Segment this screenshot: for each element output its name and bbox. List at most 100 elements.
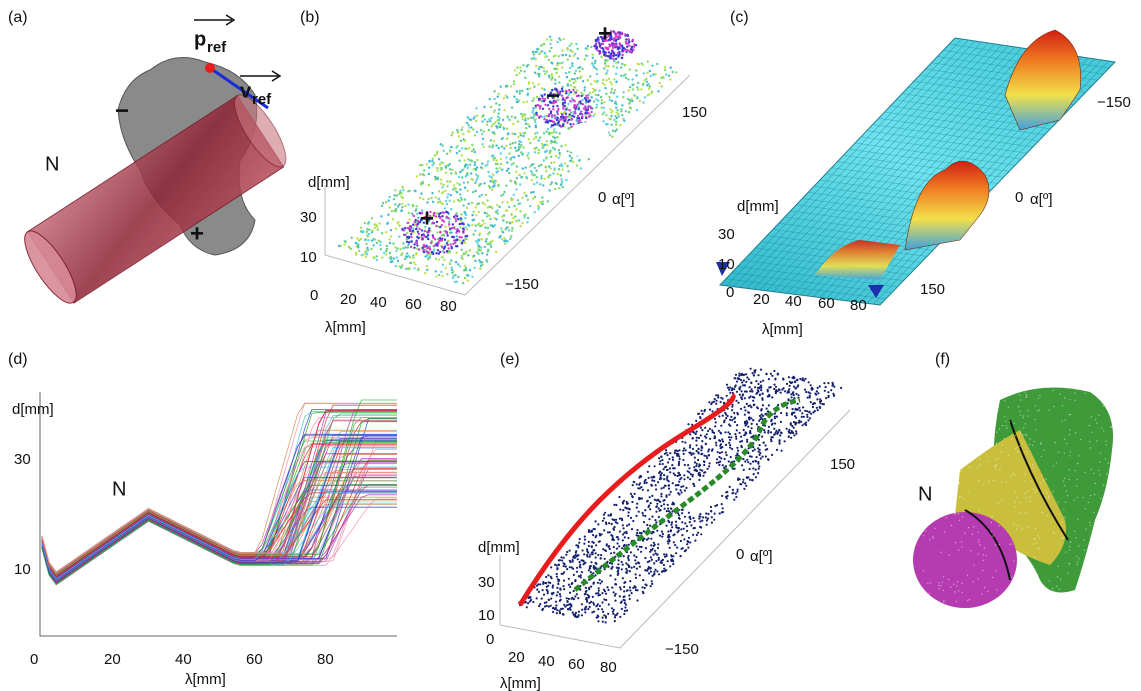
point	[1033, 467, 1034, 468]
point	[568, 598, 570, 600]
point	[420, 192, 422, 194]
point	[559, 132, 561, 134]
point	[516, 165, 518, 167]
point	[693, 432, 695, 434]
point	[1041, 456, 1042, 457]
point	[804, 423, 806, 425]
point-cloud	[338, 30, 678, 284]
point	[578, 614, 580, 616]
point	[636, 532, 638, 534]
point	[761, 413, 763, 415]
point	[804, 378, 806, 380]
point	[492, 185, 494, 187]
point	[969, 599, 970, 600]
point	[696, 463, 698, 465]
point	[987, 591, 988, 592]
point	[679, 555, 681, 557]
point	[422, 198, 424, 200]
point	[700, 434, 702, 436]
point	[597, 592, 599, 594]
point	[689, 541, 691, 543]
point	[605, 615, 607, 617]
point	[702, 516, 704, 518]
point	[787, 390, 789, 392]
point	[374, 227, 376, 229]
point	[623, 545, 625, 547]
point	[759, 394, 761, 396]
point	[638, 63, 640, 65]
point	[1005, 421, 1006, 422]
point	[513, 80, 515, 82]
point	[698, 437, 700, 439]
point	[544, 602, 546, 604]
point	[457, 199, 459, 201]
point	[506, 161, 508, 163]
point	[684, 550, 686, 552]
point	[786, 428, 788, 430]
point	[938, 582, 939, 583]
point	[618, 559, 620, 561]
point	[574, 86, 576, 88]
point	[592, 596, 594, 598]
point	[568, 578, 570, 580]
point	[618, 31, 620, 33]
point	[555, 155, 557, 157]
point	[1089, 522, 1090, 523]
point	[538, 149, 540, 151]
point	[746, 376, 748, 378]
point	[562, 116, 564, 118]
point	[610, 115, 612, 117]
point	[502, 137, 504, 139]
point	[386, 245, 388, 247]
point	[413, 247, 415, 249]
point	[721, 438, 723, 440]
point	[480, 246, 482, 248]
point	[709, 438, 711, 440]
tick-label: 20	[340, 291, 357, 308]
point	[579, 100, 581, 102]
point	[982, 570, 983, 571]
point	[553, 169, 555, 171]
point	[491, 224, 493, 226]
point	[566, 551, 568, 553]
point	[802, 406, 804, 408]
point	[982, 484, 983, 485]
point	[668, 488, 670, 490]
point	[412, 228, 414, 230]
point	[543, 178, 545, 180]
point	[715, 403, 717, 405]
point	[536, 104, 538, 106]
point	[670, 554, 672, 556]
point	[774, 378, 776, 380]
point	[651, 65, 653, 67]
point	[622, 91, 624, 93]
point	[654, 519, 656, 521]
point	[569, 55, 571, 57]
point	[627, 557, 629, 559]
point	[475, 206, 477, 208]
point	[669, 467, 671, 469]
axis-title: λ[mm]	[325, 319, 366, 336]
point	[535, 118, 537, 120]
point	[498, 147, 500, 149]
point	[552, 611, 554, 613]
point	[978, 539, 979, 540]
p-ref-point	[205, 63, 215, 73]
point	[751, 390, 753, 392]
point	[1010, 476, 1011, 477]
point	[791, 381, 793, 383]
point	[666, 454, 668, 456]
point	[922, 516, 923, 517]
point	[751, 423, 753, 425]
point	[506, 84, 508, 86]
point	[744, 397, 746, 399]
point	[660, 493, 662, 495]
point	[574, 108, 576, 110]
point	[547, 574, 549, 576]
point	[664, 508, 666, 510]
point	[597, 554, 599, 556]
point	[566, 122, 568, 124]
point	[693, 483, 695, 485]
point	[643, 72, 645, 74]
point	[501, 201, 503, 203]
